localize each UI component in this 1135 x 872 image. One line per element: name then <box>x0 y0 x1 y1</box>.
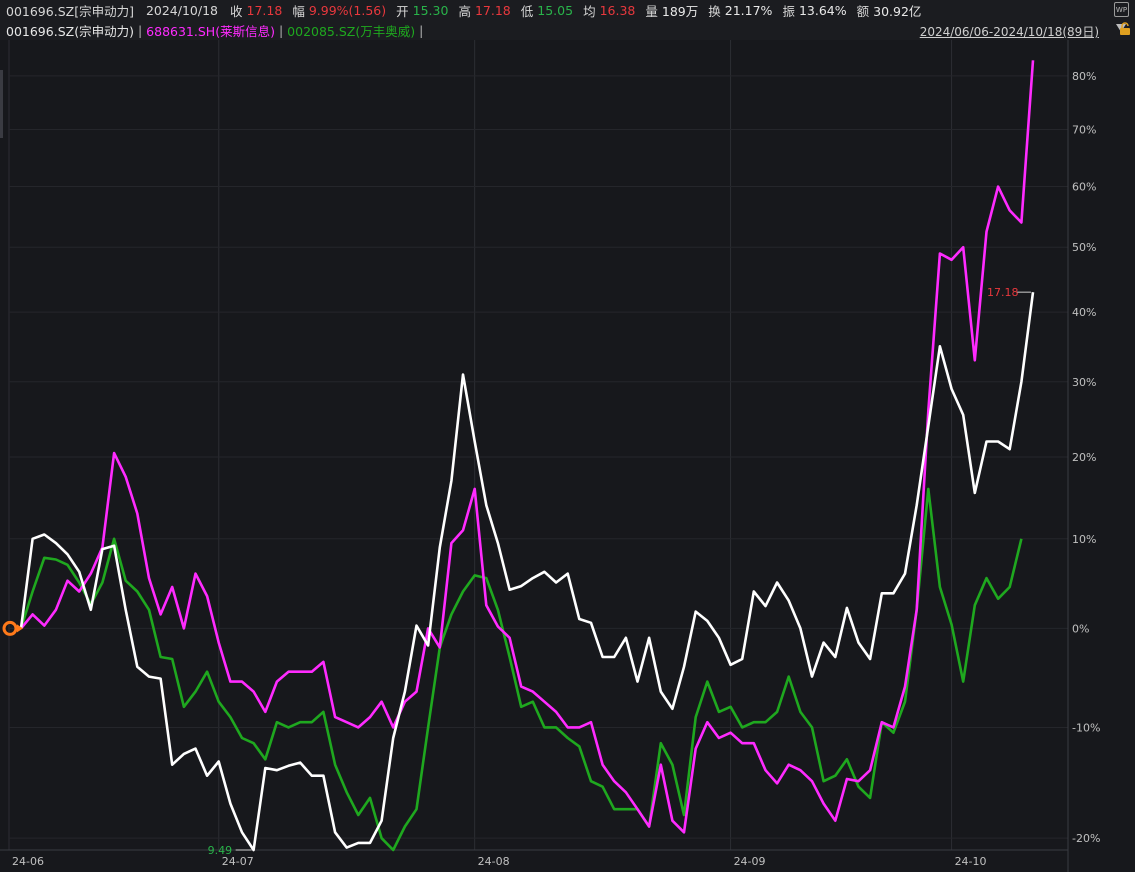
legend-main-series[interactable]: 001696.SZ(宗申动力) <box>6 23 134 39</box>
legend-separator: | <box>419 22 424 38</box>
turnover-value: 21.17% <box>724 2 773 18</box>
open-value: 15.30 <box>412 2 449 18</box>
y-tick-label: 30% <box>1072 376 1096 389</box>
y-tick-label: 0% <box>1072 622 1089 635</box>
y-tick-label: 60% <box>1072 181 1096 194</box>
series-line-2 <box>19 60 1035 834</box>
quote-bar: 001696.SZ[宗申动力] 2024/10/18 收 17.18 幅 9.9… <box>0 0 1135 20</box>
start-marker-icon[interactable] <box>2 620 18 636</box>
avg-label: 均 <box>583 3 596 19</box>
low-value: 15.05 <box>537 2 574 18</box>
open-label: 开 <box>396 3 409 19</box>
volume-value: 189万 <box>661 3 699 19</box>
amplitude-value: 13.64% <box>798 2 847 18</box>
turnover-label: 换 <box>708 3 721 19</box>
date-range-selector[interactable]: 2024/06/06-2024/10/18(89日) <box>919 25 1099 39</box>
y-tick-label: 10% <box>1072 533 1096 546</box>
y-tick-label: 50% <box>1072 241 1096 254</box>
legend-separator: | <box>278 22 284 38</box>
annotation-close-label: 17.18 <box>987 286 1019 299</box>
change-label: 幅 <box>292 3 305 19</box>
legend-second-series[interactable]: 688631.SH(莱斯信息) <box>146 23 275 39</box>
scroll-handle[interactable] <box>0 70 3 138</box>
y-tick-label: -10% <box>1072 721 1100 734</box>
series-line-3 <box>19 487 1023 852</box>
avg-value: 16.38 <box>599 2 636 18</box>
quote-date: 2024/10/18 <box>145 2 218 18</box>
axis-layer: 24-06 24-07 24-08 24-09 24-10 80% 70% 60% 50% 40%… <box>0 40 1100 872</box>
x-tick-label: 24-10 <box>955 855 987 868</box>
x-tick-label: 24-06 <box>12 855 44 868</box>
annotation-low-label: 9.49 <box>208 844 233 857</box>
x-tick-label: 24-09 <box>734 855 766 868</box>
y-tick-label: 40% <box>1072 306 1096 319</box>
close-value: 17.18 <box>246 2 283 18</box>
lock-icon[interactable] <box>1119 22 1131 36</box>
y-tick-label: 80% <box>1072 70 1096 83</box>
compare-bar: 001696.SZ(宗申动力) | 688631.SH(莱斯信息) | 0020… <box>0 20 1135 40</box>
series-layer <box>2 60 1035 852</box>
annotation-layer: 9.49 17.18 <box>208 286 1019 857</box>
change-value: 9.99%(1.56) <box>308 2 387 18</box>
series-line-1 <box>19 292 1035 852</box>
high-value: 17.18 <box>474 2 511 18</box>
high-label: 高 <box>458 3 471 19</box>
legend-third-series[interactable]: 002085.SZ(万丰奥威) <box>287 23 416 39</box>
amount-label: 额 <box>856 3 870 19</box>
play-icon <box>17 624 23 633</box>
legend-separator: | <box>137 22 143 38</box>
y-tick-label: -20% <box>1072 832 1100 845</box>
volume-label: 量 <box>645 3 658 19</box>
x-tick-label: 24-07 <box>222 855 254 868</box>
comparison-chart[interactable]: 24-06 24-07 24-08 24-09 24-10 80% 70% 60% 50% 40%… <box>0 40 1135 872</box>
wp-icon[interactable]: WP <box>1114 2 1129 17</box>
low-label: 低 <box>520 3 534 19</box>
close-label: 收 <box>230 3 243 19</box>
y-tick-label: 20% <box>1072 451 1096 464</box>
amplitude-label: 振 <box>782 3 795 19</box>
y-tick-label: 70% <box>1072 124 1096 137</box>
stock-code[interactable]: 001696.SZ[宗申动力] <box>6 3 134 19</box>
x-tick-label: 24-08 <box>478 855 510 868</box>
amount-value: 30.92亿 <box>873 3 922 19</box>
